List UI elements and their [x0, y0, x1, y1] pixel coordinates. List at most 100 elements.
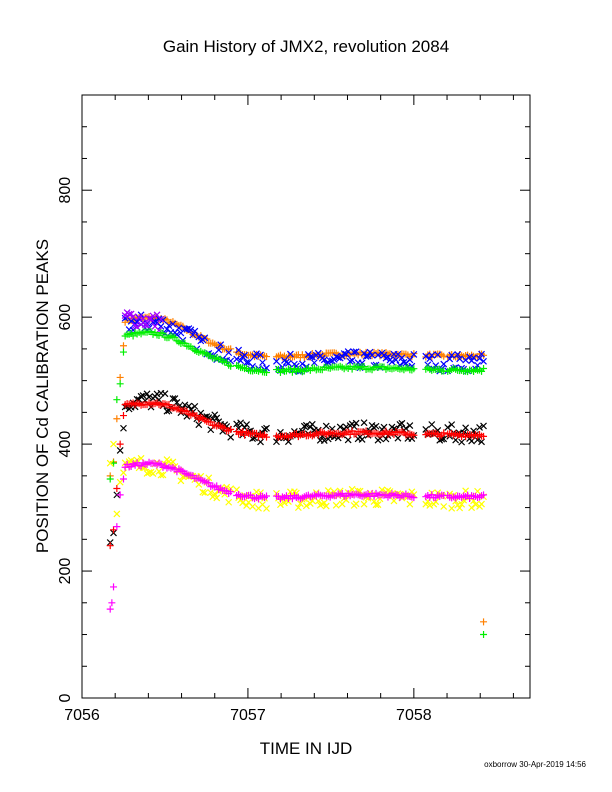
data-point: [480, 364, 488, 372]
data-point: [360, 500, 368, 508]
data-point: [108, 599, 116, 607]
chart-title: Gain History of JMX2, revolution 2084: [163, 37, 449, 56]
data-point: [171, 395, 179, 402]
data-point: [456, 504, 464, 512]
data-point: [121, 318, 129, 326]
data-point: [261, 425, 268, 433]
data-point: [406, 356, 414, 364]
data-point: [263, 433, 271, 441]
data-point: [207, 489, 215, 496]
data-point: [440, 360, 448, 368]
data-point: [340, 350, 348, 357]
y-tick-label: 0: [57, 693, 74, 702]
data-point: [257, 351, 264, 359]
data-point: [169, 458, 177, 466]
data-point: [384, 353, 392, 361]
data-point: [302, 502, 310, 510]
data-point: [263, 369, 271, 377]
data-point: [446, 355, 454, 363]
data-point: [159, 471, 167, 479]
data-point: [193, 412, 201, 420]
data-point: [227, 488, 235, 496]
data-point: [213, 494, 221, 502]
data-point: [253, 350, 260, 358]
data-point: [119, 475, 127, 483]
data-point: [201, 334, 209, 342]
data-point: [205, 479, 213, 487]
data-point: [352, 348, 360, 356]
data-point: [320, 499, 328, 507]
data-point: [476, 354, 483, 362]
data-point: [177, 477, 185, 485]
data-point: [480, 422, 487, 430]
data-point: [159, 316, 167, 324]
data-point: [398, 354, 406, 362]
data-point: [410, 365, 418, 373]
data-point: [116, 373, 124, 381]
data-point: [106, 459, 114, 467]
data-point: [159, 329, 167, 337]
data-point: [344, 348, 352, 356]
data-point: [233, 420, 241, 428]
data-point: [316, 501, 324, 509]
data-point: [213, 482, 221, 490]
data-point: [243, 502, 251, 509]
data-point: [478, 350, 485, 358]
data-point: [215, 346, 223, 354]
data-point: [466, 353, 474, 361]
data-point: [374, 351, 382, 359]
data-point: [189, 331, 197, 339]
data-point: [410, 494, 418, 502]
data-point: [352, 500, 360, 508]
data-point: [157, 322, 165, 330]
data-point: [243, 359, 251, 366]
data-point: [406, 500, 414, 508]
data-point: [322, 422, 330, 430]
footer-stamp: oxborrow 30-Apr-2019 14:56: [484, 760, 586, 769]
data-point: [211, 411, 219, 419]
x-tick-label: 7057: [230, 707, 266, 724]
data-point: [113, 485, 121, 493]
data-point: [169, 320, 177, 328]
data-point: [332, 501, 340, 509]
data-point: [237, 357, 245, 365]
data-point: [263, 424, 270, 432]
axis-ticks: 7056 7057 7058 0 200 400 600 800: [57, 95, 530, 724]
data-point: [263, 505, 270, 512]
data-point: [233, 355, 241, 363]
data-point: [458, 438, 466, 446]
data-point: [175, 324, 183, 332]
data-point: [286, 350, 294, 358]
data-point: [428, 421, 436, 428]
data-point: [249, 503, 256, 510]
data-point: [472, 501, 480, 508]
data-point: [197, 337, 205, 345]
data-point: [348, 357, 356, 364]
data-point: [129, 313, 137, 321]
data-point: [243, 421, 251, 429]
data-point: [358, 436, 366, 443]
data-point: [454, 350, 462, 358]
data-point: [116, 440, 124, 448]
data-point: [281, 499, 288, 507]
data-point: [191, 327, 199, 335]
data-point: [273, 357, 280, 365]
data-point: [390, 497, 398, 505]
data-point: [394, 434, 402, 442]
data-point: [308, 420, 316, 428]
data-point: [139, 392, 147, 400]
data-point: [149, 470, 157, 478]
data-point: [227, 433, 235, 441]
data-point: [106, 542, 114, 550]
data-point: [388, 358, 396, 366]
data-point: [348, 485, 356, 493]
data-point: [302, 421, 310, 429]
data-point: [106, 605, 114, 613]
data-point: [191, 402, 199, 410]
data-point: [380, 351, 388, 359]
x-tick-label: 7058: [396, 707, 432, 724]
data-point: [368, 351, 376, 359]
data-point: [478, 500, 485, 508]
data-point: [237, 419, 245, 427]
data-point: [480, 432, 488, 440]
